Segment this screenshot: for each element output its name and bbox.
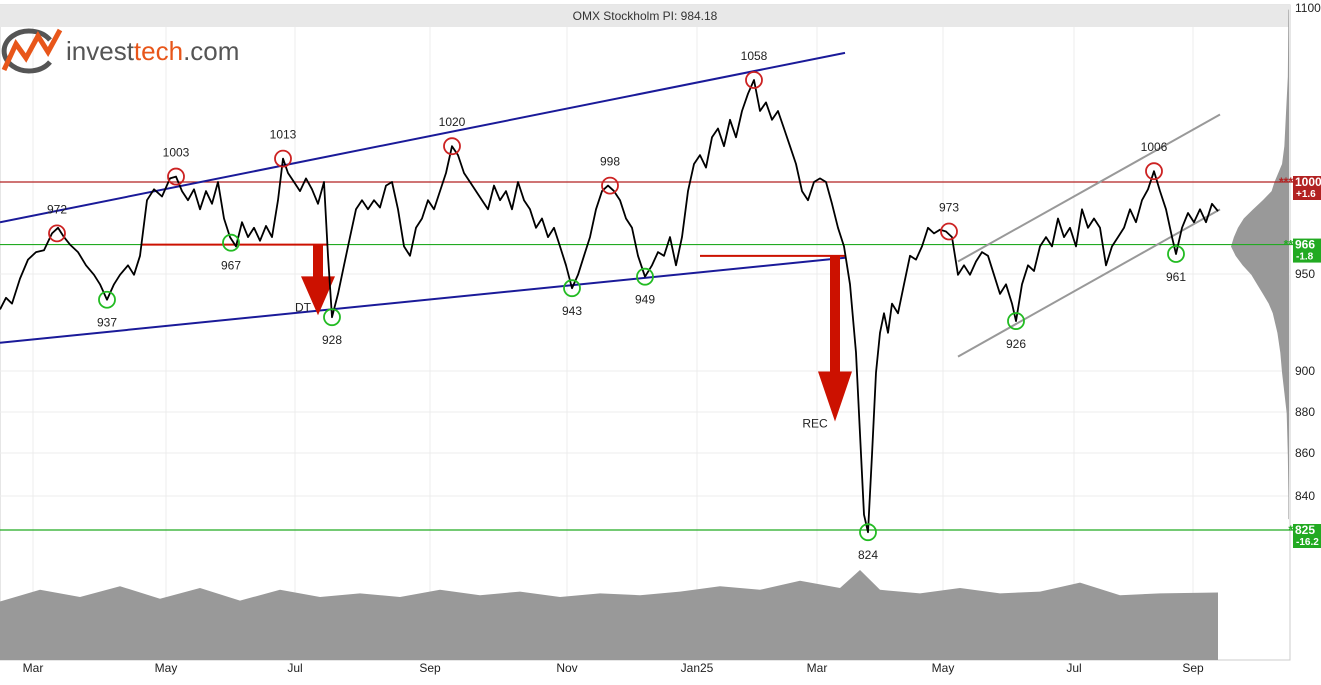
pattern-target-arrow: [818, 255, 852, 422]
marker-label: 998: [600, 155, 620, 169]
marker-label: 961: [1166, 270, 1186, 284]
marker-label: 943: [562, 304, 582, 318]
top-marker: [745, 71, 763, 89]
bottom-marker: [222, 233, 240, 252]
x-tick-label: Sep: [419, 661, 441, 675]
y-tick-label: 900: [1295, 364, 1315, 378]
level-value-label: 1000: [1295, 175, 1321, 189]
x-tick-label: Sep: [1182, 661, 1204, 675]
y-tick-label: 880: [1295, 405, 1315, 419]
marker-label: 937: [97, 316, 117, 330]
level-pct-label: -16.2: [1296, 537, 1319, 548]
bottom-marker: [98, 290, 116, 309]
y-tick-label: 860: [1295, 446, 1315, 460]
price-line: [0, 79, 1219, 534]
level-stars: ***: [1279, 175, 1293, 189]
volume-profile: [1231, 9, 1289, 520]
bottom-marker: [1007, 312, 1025, 330]
pattern-annotation: REC: [802, 417, 828, 431]
logo-text-main: invest: [66, 36, 135, 66]
level-pct-label: +1.6: [1296, 189, 1316, 200]
logo-mark-icon: [1, 28, 52, 74]
marker-label: 949: [635, 293, 655, 307]
trend-line: [0, 256, 846, 344]
level-stars: *: [1288, 523, 1293, 537]
bottom-marker: [859, 523, 877, 542]
level-tag-bg: [1293, 176, 1321, 200]
marker-label: 928: [322, 333, 342, 347]
y-tick-label: 1100: [1295, 1, 1321, 15]
level-tag-bg: [1293, 238, 1321, 263]
logo-text: investtech.com: [66, 36, 239, 66]
level-tag-bg: [1293, 524, 1321, 548]
x-tick-label: Jul: [1066, 661, 1081, 675]
logo-text-suffix: .com: [183, 36, 239, 66]
bottom-marker: [323, 308, 341, 327]
x-tick-label: Jul: [287, 661, 302, 675]
x-tick-label: Jan25: [681, 661, 714, 675]
top-marker: [48, 224, 66, 243]
level-value-label: 966: [1295, 238, 1315, 252]
x-tick-label: May: [932, 661, 955, 675]
marker-label: 1020: [439, 115, 466, 129]
y-tick-label: 950: [1295, 267, 1315, 281]
top-marker: [940, 222, 958, 241]
bottom-marker: [1167, 245, 1185, 263]
level-stars: **: [1284, 238, 1294, 252]
top-marker: [167, 167, 185, 186]
y-tick-label: 840: [1295, 489, 1315, 503]
trend-line: [957, 208, 1221, 358]
marker-label: 972: [47, 202, 67, 216]
marker-label: 967: [221, 259, 241, 273]
logo-zigzag-icon: [1, 28, 63, 72]
x-tick-label: Nov: [556, 661, 577, 675]
pattern-target-arrow: [301, 244, 335, 316]
x-tick-label: Mar: [807, 661, 828, 675]
chart-title: OMX Stockholm PI: 984.18: [573, 9, 718, 23]
marker-label: 1003: [163, 146, 190, 160]
bottom-marker: [636, 267, 654, 286]
trend-line: [0, 51, 846, 224]
marker-label: 926: [1006, 337, 1026, 351]
top-marker: [1145, 162, 1163, 181]
investtech-logo: investtech.com: [1, 28, 239, 74]
title-bar: [0, 5, 1290, 27]
pattern-annotation: DT: [295, 300, 312, 314]
marker-label: 1058: [741, 49, 768, 63]
marker-label: 973: [939, 201, 959, 215]
x-tick-label: Mar: [23, 661, 44, 675]
bottom-marker: [563, 279, 581, 298]
top-marker: [443, 137, 461, 156]
logo-text-accent: tech: [134, 36, 183, 66]
marker-label: 1013: [270, 128, 297, 142]
x-tick-label: May: [155, 661, 178, 675]
top-marker: [601, 176, 619, 195]
volume-area: [0, 570, 1218, 660]
level-pct-label: -1.8: [1296, 252, 1314, 263]
trend-line: [957, 113, 1221, 263]
marker-label: 824: [858, 548, 878, 562]
plot-area: [0, 4, 1291, 661]
marker-label: 1006: [1141, 140, 1168, 154]
top-marker: [274, 149, 292, 168]
level-value-label: 825: [1295, 523, 1315, 537]
